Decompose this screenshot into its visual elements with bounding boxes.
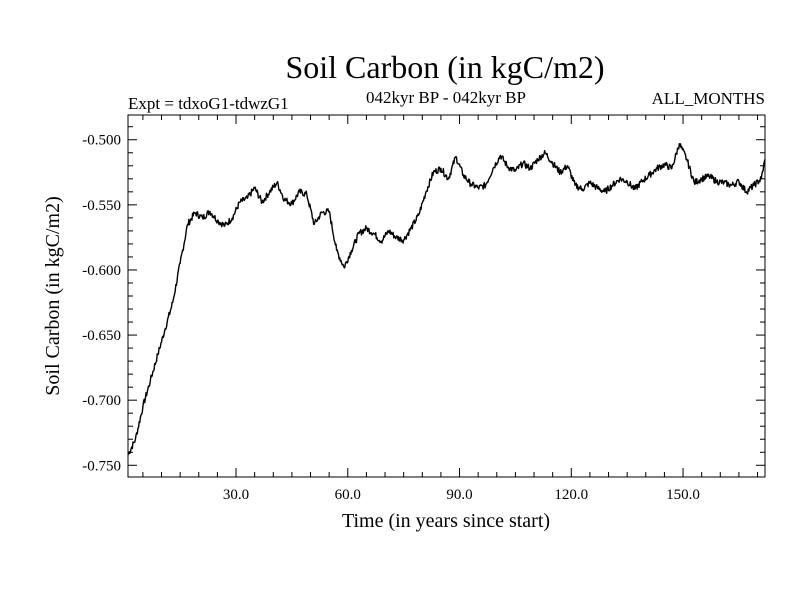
chart-title: Soil Carbon (in kgC/m2) bbox=[285, 49, 604, 85]
y-axis-label: Soil Carbon (in kgC/m2) bbox=[42, 196, 64, 395]
y-tick-labels: -0.750 -0.700 -0.650 -0.600 -0.550 -0.500 bbox=[82, 133, 121, 475]
tick-marks bbox=[128, 115, 765, 477]
y-tick-label: -0.700 bbox=[82, 393, 121, 409]
y-tick-label: -0.750 bbox=[82, 458, 121, 474]
y-tick-label: -0.500 bbox=[82, 133, 121, 149]
y-tick-label: -0.650 bbox=[82, 328, 121, 344]
x-tick-label: 30.0 bbox=[223, 487, 249, 503]
y-tick-label: -0.600 bbox=[82, 263, 121, 279]
period-label: 042kyr BP - 042kyr BP bbox=[366, 88, 526, 107]
x-tick-label: 150.0 bbox=[666, 487, 700, 503]
x-tick-label: 90.0 bbox=[446, 487, 472, 503]
x-axis-label: Time (in years since start) bbox=[342, 510, 550, 532]
x-tick-label: 60.0 bbox=[335, 487, 361, 503]
months-label: ALL_MONTHS bbox=[652, 89, 765, 108]
x-tick-labels: 30.0 60.0 90.0 120.0 150.0 bbox=[223, 487, 700, 503]
y-tick-label: -0.550 bbox=[82, 198, 121, 214]
experiment-label: Expt = tdxoG1-tdwzG1 bbox=[128, 94, 289, 113]
series-line-soil-carbon bbox=[127, 142, 766, 456]
x-tick-label: 120.0 bbox=[554, 487, 588, 503]
